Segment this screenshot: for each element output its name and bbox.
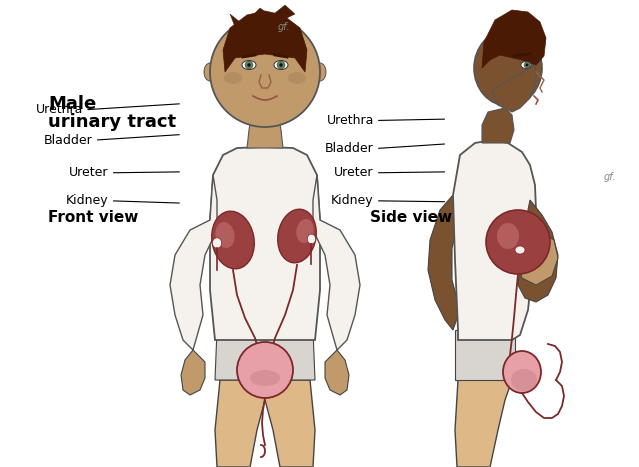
Ellipse shape (212, 238, 222, 248)
Circle shape (247, 64, 250, 66)
Text: Kidney: Kidney (331, 194, 374, 207)
Circle shape (210, 17, 320, 127)
Circle shape (237, 342, 293, 398)
Text: Side view: Side view (370, 210, 452, 225)
Circle shape (526, 64, 528, 66)
Circle shape (279, 64, 282, 66)
Text: gf.: gf. (278, 22, 291, 32)
Circle shape (524, 62, 530, 68)
Text: Ureter: Ureter (334, 166, 374, 179)
Polygon shape (518, 200, 558, 302)
Polygon shape (492, 65, 536, 112)
Text: gf.: gf. (604, 172, 617, 182)
Polygon shape (313, 175, 360, 350)
Polygon shape (482, 108, 514, 143)
Ellipse shape (242, 61, 256, 70)
Ellipse shape (515, 246, 525, 254)
Polygon shape (325, 350, 349, 395)
Text: Front view: Front view (48, 210, 139, 225)
Text: Bladder: Bladder (44, 134, 93, 147)
Polygon shape (223, 11, 307, 72)
Ellipse shape (224, 72, 242, 84)
Polygon shape (210, 147, 320, 340)
Ellipse shape (204, 63, 216, 81)
Ellipse shape (278, 209, 316, 263)
Ellipse shape (497, 223, 519, 249)
Ellipse shape (296, 219, 314, 243)
Ellipse shape (474, 30, 542, 106)
Polygon shape (247, 118, 283, 148)
Text: Bladder: Bladder (325, 142, 374, 155)
Ellipse shape (274, 61, 288, 70)
Text: Male: Male (48, 95, 96, 113)
Ellipse shape (477, 68, 491, 88)
Ellipse shape (250, 370, 280, 386)
Polygon shape (518, 232, 558, 285)
Ellipse shape (212, 211, 254, 269)
Ellipse shape (215, 222, 235, 248)
Polygon shape (453, 140, 536, 340)
Polygon shape (230, 14, 247, 32)
Polygon shape (455, 330, 515, 380)
Polygon shape (455, 380, 512, 467)
Polygon shape (170, 175, 217, 350)
Polygon shape (250, 8, 270, 20)
Ellipse shape (511, 369, 537, 391)
Polygon shape (428, 195, 460, 330)
Polygon shape (275, 5, 295, 20)
Ellipse shape (503, 351, 541, 393)
Circle shape (486, 210, 550, 274)
Ellipse shape (307, 234, 316, 244)
Text: Kidney: Kidney (66, 194, 109, 207)
Polygon shape (482, 10, 546, 68)
Ellipse shape (314, 63, 326, 81)
Text: Urethra: Urethra (327, 114, 374, 127)
Text: Ureter: Ureter (69, 166, 109, 179)
Polygon shape (215, 380, 315, 467)
Circle shape (277, 61, 285, 69)
Polygon shape (215, 330, 315, 380)
Ellipse shape (521, 62, 531, 69)
Circle shape (245, 61, 253, 69)
Ellipse shape (288, 72, 306, 84)
Text: urinary tract: urinary tract (48, 113, 176, 131)
Polygon shape (181, 350, 205, 395)
Text: Urethra: Urethra (36, 103, 83, 116)
